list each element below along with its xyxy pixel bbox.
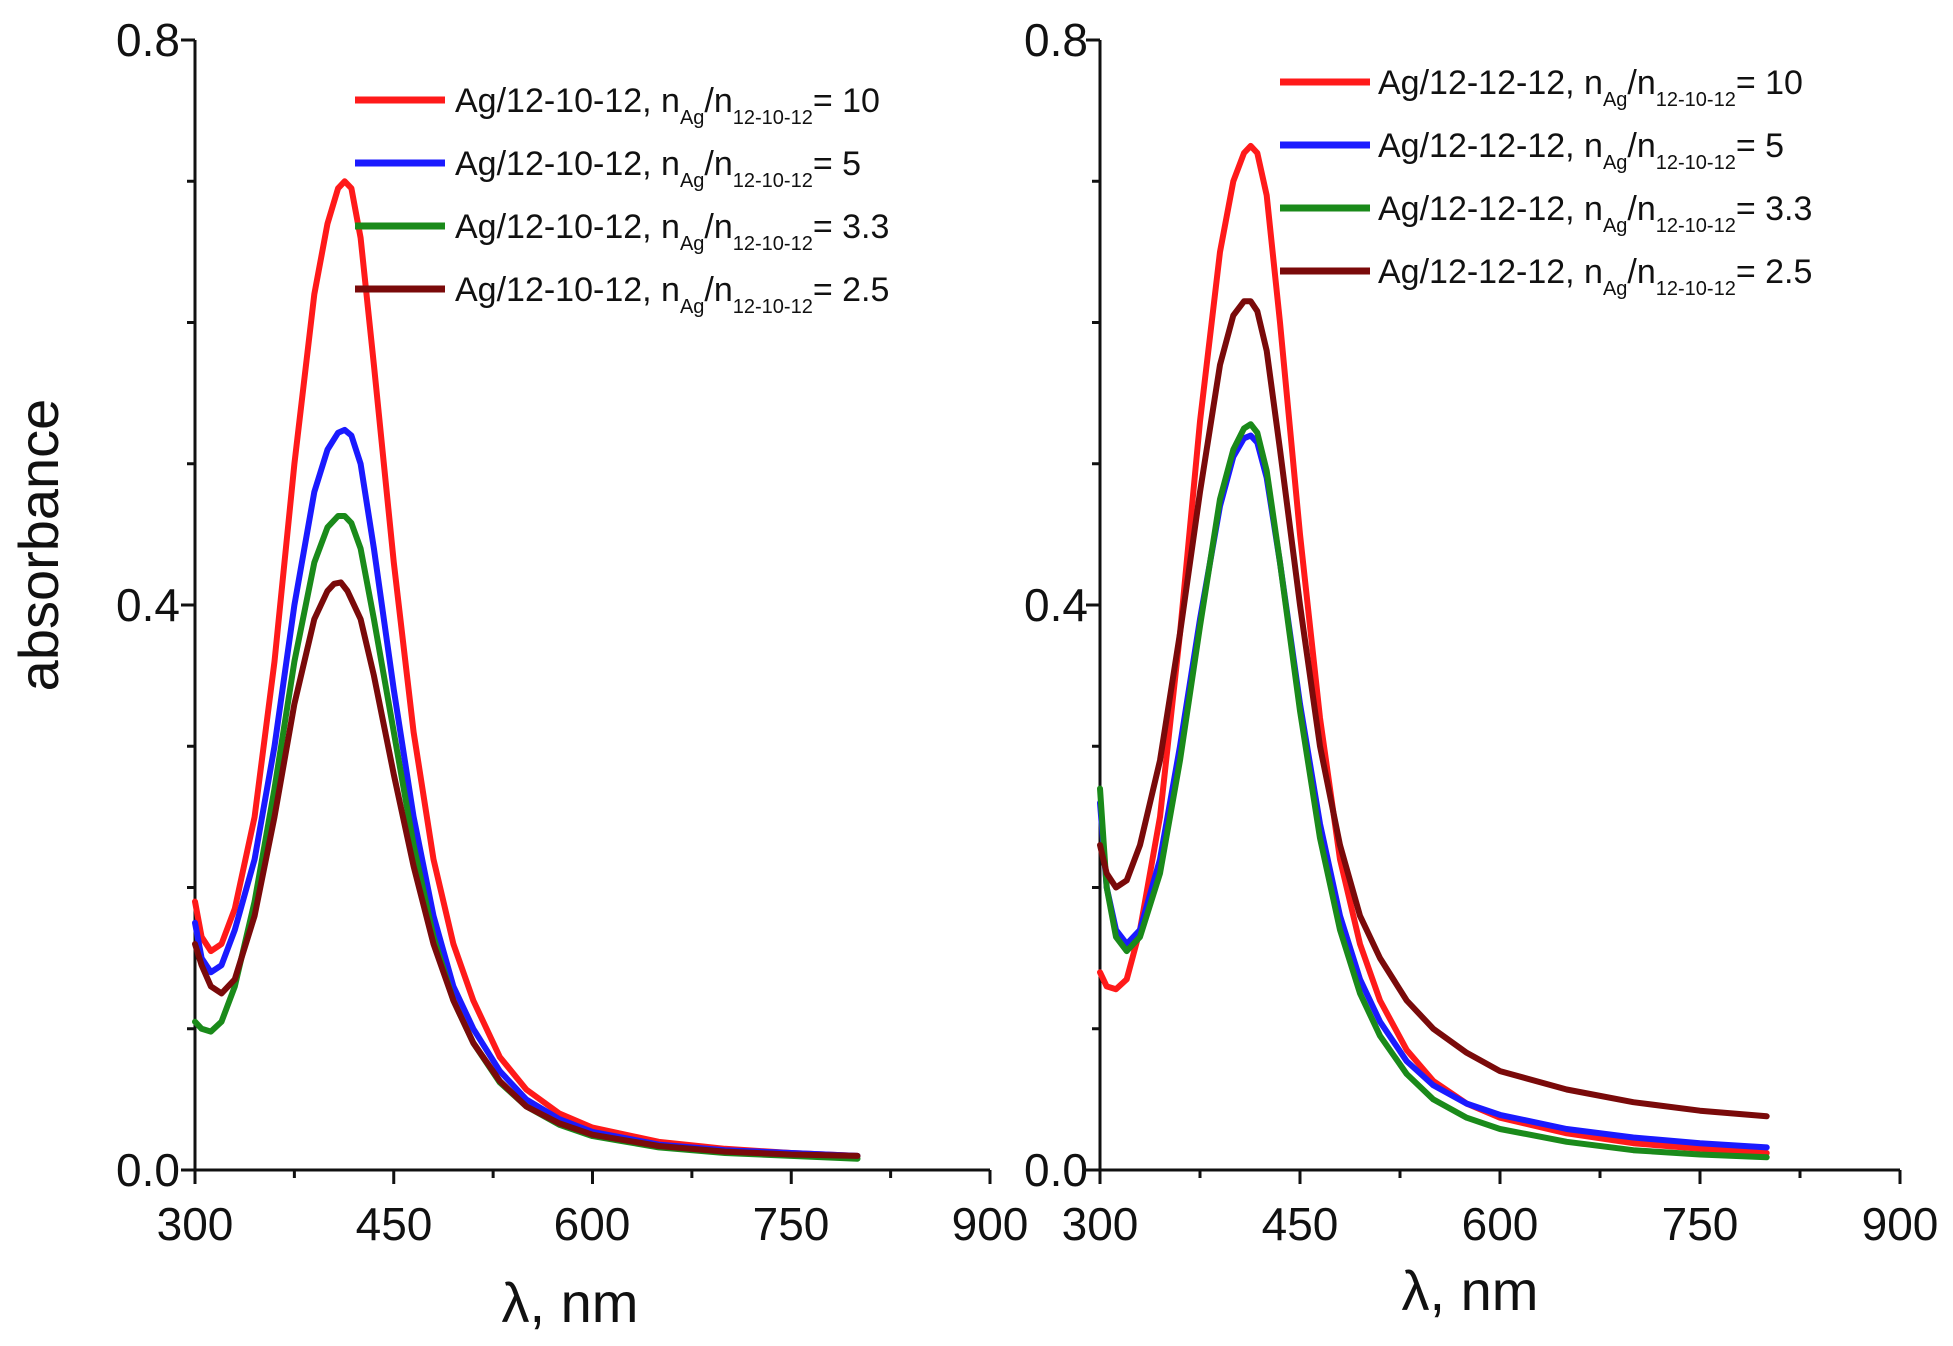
left-series-line-1 [192, 426, 861, 1159]
left-x-tick-labels: 300 450 600 750 900 [157, 1198, 1029, 1250]
right-legend: Ag/12-12-12, nAg/n12-10-12= 10 Ag/12-12-1… [1280, 64, 1812, 300]
left-series-line-3 [192, 579, 861, 1159]
left-x-tick-label: 300 [157, 1198, 234, 1250]
right-legend-label-1: Ag/12-12-12, nAg/n12-10-12= 5 [1378, 127, 1784, 174]
right-series-line-2 [1097, 421, 1770, 1161]
left-x-tick-label: 750 [753, 1198, 830, 1250]
right-x-tick-label: 600 [1462, 1198, 1539, 1250]
right-x-tick-label: 900 [1862, 1198, 1939, 1250]
left-panel: 300 450 600 750 900 0.0 0.4 0.8 λ, nm ab… [7, 14, 1028, 1334]
left-legend-label-3: Ag/12-10-12, nAg/n12-10-12= 2.5 [455, 271, 889, 318]
left-x-axis-title: λ, nm [502, 1271, 639, 1334]
left-y-tick-label: 0.0 [116, 1144, 180, 1196]
left-y-tick-label: 0.8 [116, 14, 180, 66]
left-ticks [181, 38, 992, 1184]
left-series-line-0 [192, 178, 861, 1159]
right-y-tick-label: 0.4 [1024, 579, 1088, 631]
right-series-line-1 [1097, 432, 1770, 1151]
right-x-tick-label: 300 [1062, 1198, 1139, 1250]
right-series-line-3 [1097, 298, 1770, 1120]
left-legend-label-0: Ag/12-10-12, nAg/n12-10-12= 10 [455, 82, 880, 129]
left-x-tick-label: 450 [356, 1198, 433, 1250]
right-panel: 300 450 600 750 900 0.0 0.4 0.8 λ, nm Ag… [1024, 14, 1938, 1322]
right-x-tick-label: 750 [1662, 1198, 1739, 1250]
left-series-group [192, 178, 861, 1162]
left-legend: Ag/12-10-12, nAg/n12-10-12= 10 Ag/12-10-1… [355, 82, 889, 318]
left-y-axis-title: absorbance [7, 399, 70, 692]
right-legend-label-0: Ag/12-12-12, nAg/n12-10-12= 10 [1378, 64, 1803, 111]
right-ticks [1086, 38, 1902, 1184]
left-x-tick-label: 900 [952, 1198, 1029, 1250]
right-y-tick-labels: 0.0 0.4 0.8 [1024, 14, 1088, 1196]
left-legend-label-1: Ag/12-10-12, nAg/n12-10-12= 5 [455, 145, 861, 192]
right-x-tick-labels: 300 450 600 750 900 [1062, 1198, 1939, 1250]
right-series-group [1097, 142, 1770, 1161]
left-x-tick-label: 600 [554, 1198, 631, 1250]
right-y-tick-label: 0.8 [1024, 14, 1088, 66]
left-y-tick-labels: 0.0 0.4 0.8 [116, 14, 180, 1196]
right-x-axis-title: λ, nm [1402, 1259, 1539, 1322]
right-legend-label-2: Ag/12-12-12, nAg/n12-10-12= 3.3 [1378, 190, 1812, 237]
right-x-tick-label: 450 [1262, 1198, 1339, 1250]
right-legend-label-3: Ag/12-12-12, nAg/n12-10-12= 2.5 [1378, 253, 1812, 300]
left-y-tick-label: 0.4 [116, 579, 180, 631]
left-legend-label-2: Ag/12-10-12, nAg/n12-10-12= 3.3 [455, 208, 889, 255]
right-y-tick-label: 0.0 [1024, 1144, 1088, 1196]
